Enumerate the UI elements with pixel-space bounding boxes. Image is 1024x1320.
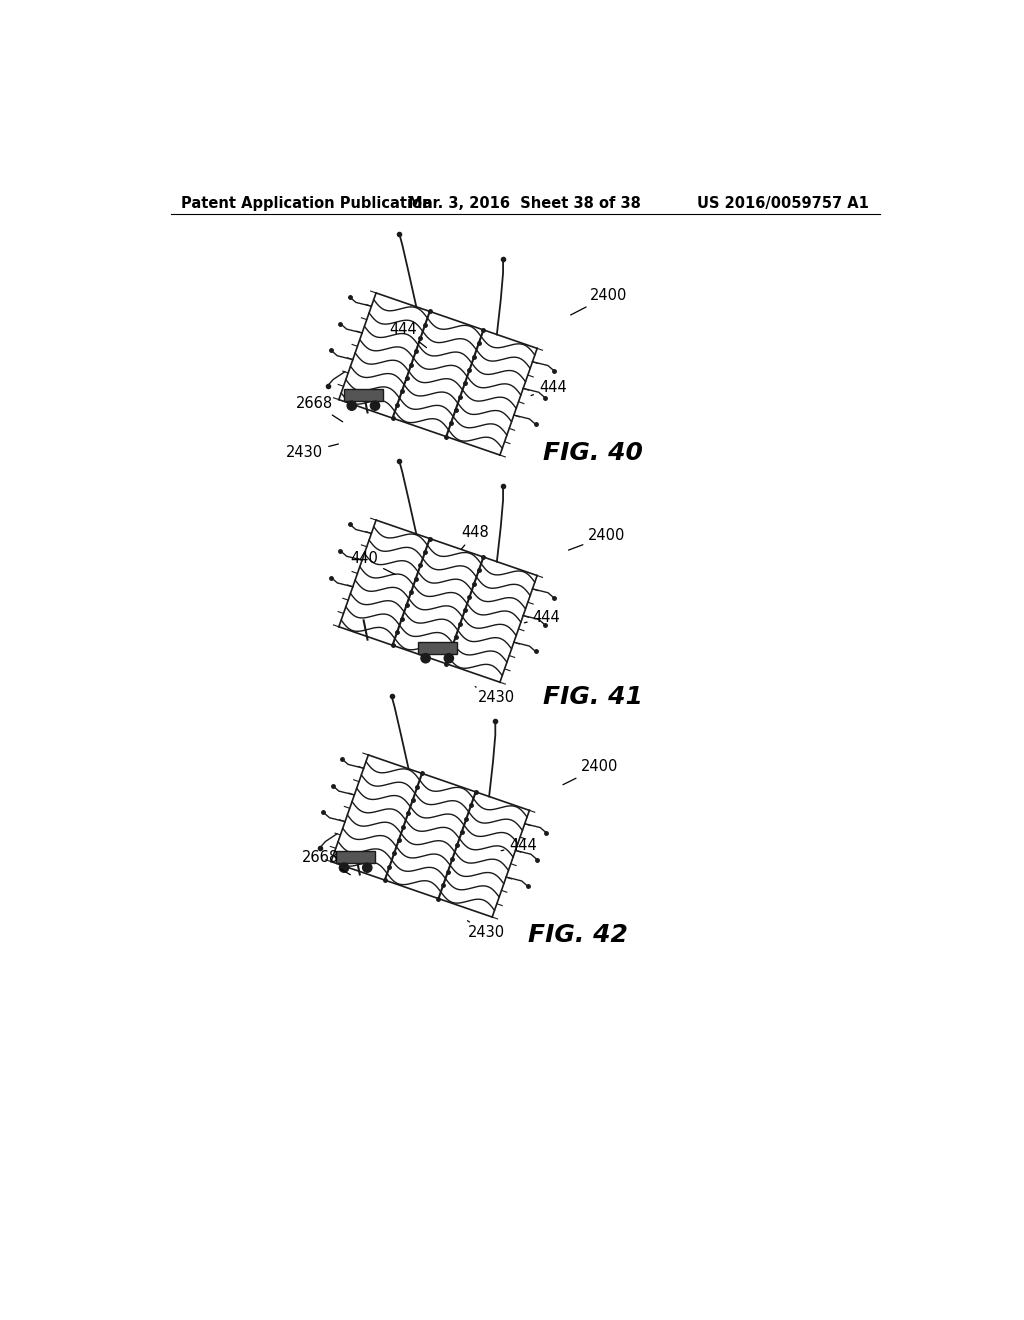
Text: 444: 444	[389, 322, 427, 347]
Text: 2400: 2400	[563, 759, 617, 784]
FancyBboxPatch shape	[344, 389, 383, 401]
Text: FIG. 42: FIG. 42	[527, 923, 628, 946]
Text: 2668: 2668	[296, 396, 343, 422]
Circle shape	[347, 401, 356, 411]
Text: 2430: 2430	[286, 444, 339, 461]
Circle shape	[362, 863, 372, 873]
Circle shape	[444, 653, 454, 663]
Text: 440: 440	[350, 552, 395, 574]
Text: FIG. 41: FIG. 41	[543, 685, 643, 709]
Text: US 2016/0059757 A1: US 2016/0059757 A1	[697, 195, 869, 211]
Text: FIG. 40: FIG. 40	[543, 441, 643, 465]
Text: Mar. 3, 2016  Sheet 38 of 38: Mar. 3, 2016 Sheet 38 of 38	[409, 195, 641, 211]
Text: Patent Application Publication: Patent Application Publication	[180, 195, 432, 211]
Text: 448: 448	[462, 525, 489, 549]
Circle shape	[339, 863, 348, 873]
Text: 444: 444	[524, 610, 560, 624]
Text: 2400: 2400	[568, 528, 626, 550]
Circle shape	[421, 653, 430, 663]
FancyBboxPatch shape	[418, 642, 457, 653]
Circle shape	[371, 401, 380, 411]
Text: 2430: 2430	[475, 686, 515, 705]
Text: 444: 444	[501, 838, 538, 853]
Text: 2668: 2668	[302, 850, 350, 875]
Text: 2400: 2400	[570, 288, 627, 315]
FancyBboxPatch shape	[336, 851, 375, 863]
Text: 444: 444	[531, 380, 566, 396]
Text: 2430: 2430	[467, 921, 505, 940]
